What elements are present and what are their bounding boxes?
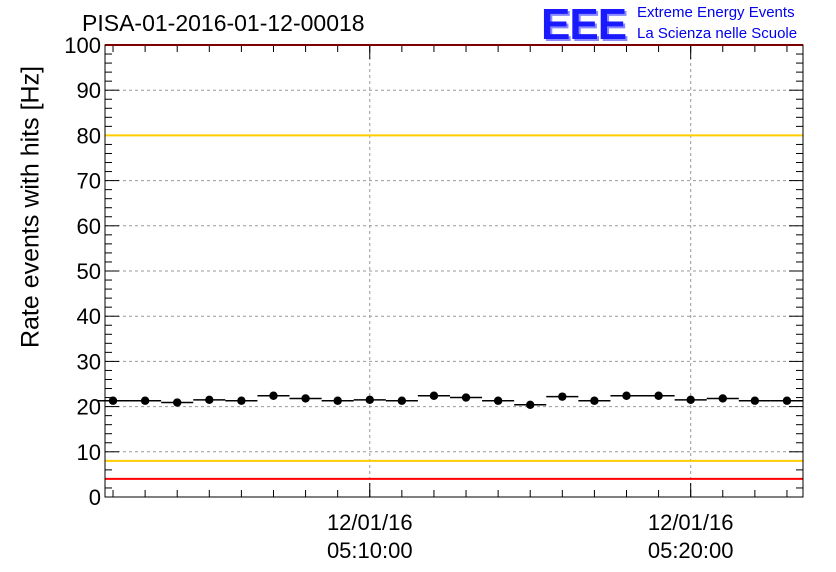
data-point [269, 391, 278, 400]
x-tick-date-label: 12/01/16 [648, 510, 734, 535]
data-point [301, 394, 310, 403]
eee-logo: EEE [541, 0, 627, 49]
y-tick-label: 80 [77, 123, 101, 148]
data-point [108, 396, 118, 405]
chart-title: PISA-01-2016-01-12-00018 [82, 10, 365, 36]
data-point [622, 391, 631, 400]
data-point [654, 391, 663, 400]
data-point [461, 393, 471, 402]
data-point [558, 392, 567, 401]
data-point [333, 396, 342, 405]
data-point [429, 391, 439, 400]
data-point [397, 396, 407, 405]
y-tick-label: 70 [77, 169, 101, 194]
data-point [750, 396, 760, 405]
y-tick-label: 10 [77, 440, 101, 465]
x-tick-time-label: 05:10:00 [327, 538, 413, 563]
data-point [526, 400, 535, 409]
y-tick-label: 50 [77, 259, 101, 284]
data-point [205, 395, 214, 405]
plot-frame [104, 44, 804, 498]
y-tick-label: 20 [77, 395, 101, 420]
y-tick-label: 90 [77, 78, 101, 103]
y-tick-label: 0 [89, 485, 101, 510]
y-tick-label: 60 [77, 214, 101, 239]
data-point [140, 396, 150, 405]
data-point [718, 394, 727, 403]
x-tick-date-label: 12/01/16 [327, 510, 413, 535]
y-tick-label: 100 [64, 33, 101, 58]
data-point [237, 396, 246, 405]
data-point [782, 396, 792, 405]
data-point [365, 395, 374, 405]
data-point [590, 396, 599, 405]
data-point [493, 396, 503, 405]
data-point [173, 398, 182, 407]
data-point [686, 395, 695, 405]
logo-line-2: La Scienza nelle Scuole [637, 25, 798, 42]
logo-line-1: Extreme Energy Events [637, 4, 795, 21]
y-tick-label: 40 [77, 304, 101, 329]
x-tick-time-label: 05:20:00 [648, 538, 734, 563]
y-tick-label: 30 [77, 349, 101, 374]
